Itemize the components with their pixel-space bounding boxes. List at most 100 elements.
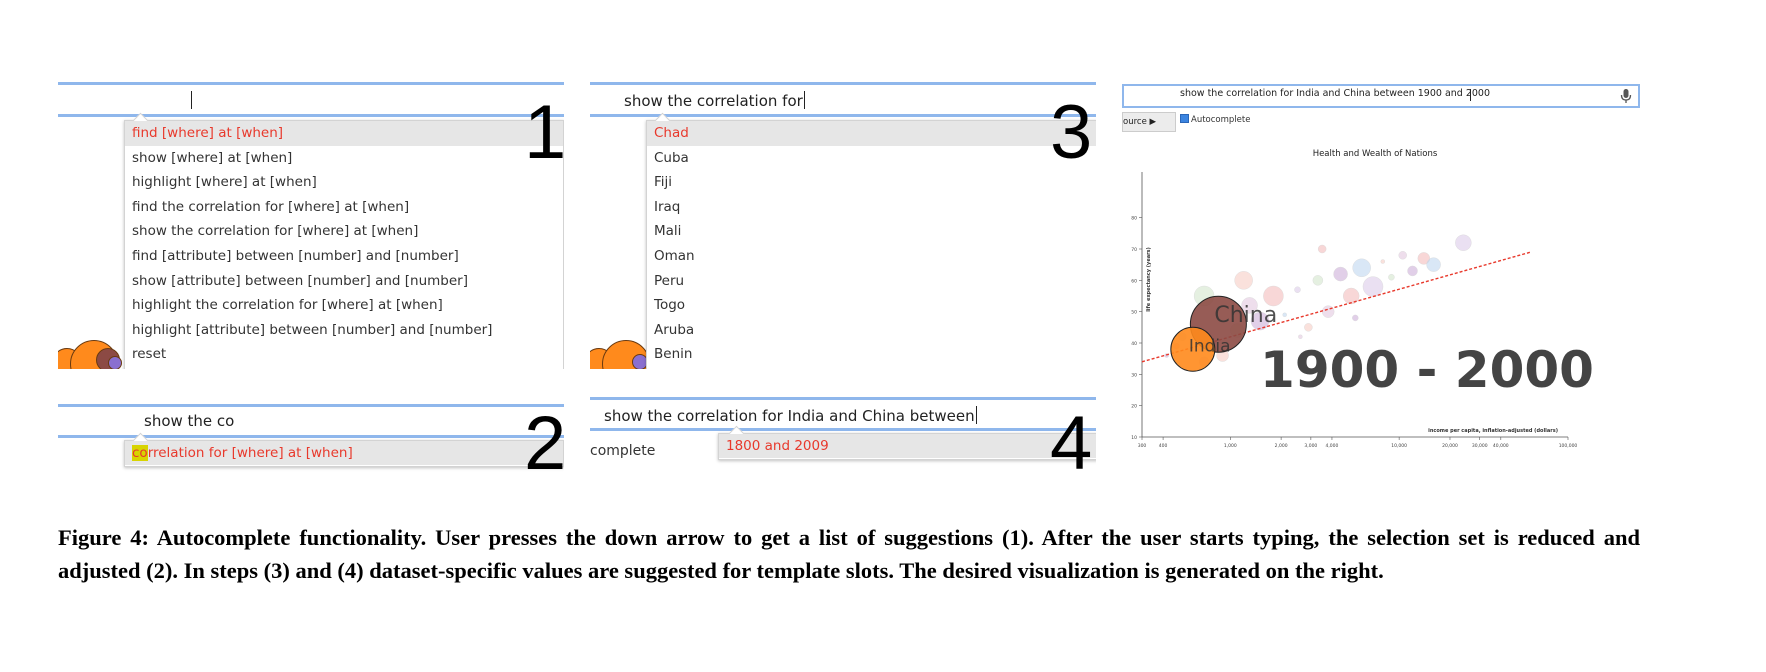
suggestion-item[interactable]: correlation for [where] at [when] — [125, 441, 563, 465]
bubble-point — [1426, 257, 1441, 272]
step-number-3: 3 — [1050, 90, 1093, 175]
suggestion-item[interactable]: 1800 and 2009 — [719, 434, 1096, 458]
step-number-1: 1 — [524, 90, 567, 175]
bubble-mark — [108, 356, 122, 369]
country-label-china: China — [1214, 303, 1277, 328]
y-axis-label: life expectancy (years) — [1146, 247, 1152, 312]
bubble-point — [1263, 285, 1284, 307]
x-tick-label: 300 — [1138, 443, 1147, 449]
search-bar-top-border — [58, 82, 564, 85]
suggestion-item[interactable]: show the correlation for [where] at [whe… — [132, 223, 419, 240]
bubble-point — [1282, 312, 1287, 318]
autocomplete-label: Autocomplete — [1191, 115, 1251, 125]
suggestion-dropdown: Chad Cuba Fiji Iraq Mali Oman Peru Togo Aruba Ben… — [646, 112, 1096, 369]
bubble-chart: Health and Wealth of Nations 10 20 30 40 50 60… — [1131, 149, 1594, 449]
x-tick-label: 4,000 — [1326, 443, 1339, 449]
search-bar-bottom-border — [590, 114, 1096, 117]
search-bar-top-border — [590, 397, 1096, 400]
suggestion-list: find [where] at [when] show [where] at [w… — [125, 121, 563, 367]
x-tick-label: 100,000 — [1559, 443, 1578, 449]
year-label: 1900 - 2000 — [1260, 341, 1594, 399]
suggestion-item[interactable]: Peru — [654, 272, 685, 289]
suggestion-item[interactable]: Cuba — [654, 149, 689, 166]
bubble-point — [1398, 251, 1407, 260]
x-tick-label: 30,000 — [1472, 443, 1488, 449]
bubble-point — [1417, 252, 1431, 265]
y-tick-label: 80 — [1131, 216, 1137, 222]
step-number-4: 4 — [1050, 401, 1093, 486]
suggestion-item[interactable]: show [attribute] between [number] and [n… — [132, 272, 468, 289]
text-caret — [191, 91, 192, 109]
country-label-india: India — [1189, 336, 1231, 356]
query-text: show the correlation for — [624, 92, 803, 110]
figure-label: Figure 4: — [58, 525, 149, 550]
query-text: show the correlation for India and China… — [604, 407, 975, 425]
text-caret — [975, 406, 977, 424]
search-input[interactable] — [190, 91, 192, 110]
bubble-point — [1234, 271, 1253, 290]
y-tick-label: 30 — [1131, 372, 1137, 378]
bubble-point — [1352, 314, 1359, 322]
suggestion-item[interactable]: find [attribute] between [number] and [n… — [132, 247, 459, 264]
suggestion-item[interactable]: show [where] at [when] — [132, 149, 293, 166]
suggestion-item[interactable]: find the correlation for [where] at [whe… — [132, 198, 410, 215]
x-tick-label: 40,000 — [1493, 443, 1509, 449]
panel-5-visualization: show the correlation for India and China… — [1122, 82, 1644, 462]
source-button-label: ource ▶ — [1123, 117, 1157, 127]
bubble-point — [1362, 276, 1384, 297]
suggestion-dropdown: 1800 and 2009 — [718, 425, 1096, 460]
y-tick-label: 40 — [1131, 341, 1137, 347]
suggestion-dropdown: correlation for [where] at [when] — [124, 432, 564, 467]
suggestion-item[interactable]: find [where] at [when] — [125, 121, 563, 146]
checkbox[interactable] — [1180, 114, 1189, 123]
y-tick-label: 60 — [1131, 278, 1137, 284]
x-tick-label: 2,000 — [1275, 443, 1288, 449]
x-tick-label: 1,000 — [1224, 443, 1237, 449]
step-number-2: 2 — [524, 401, 567, 486]
search-input[interactable]: show the correlation for India and China… — [604, 406, 977, 425]
query-text: show the co — [144, 412, 235, 430]
bubble-point — [1241, 297, 1258, 314]
suggestion-item[interactable]: Fiji — [654, 174, 673, 191]
microphone-icon[interactable] — [1620, 88, 1632, 104]
suggestion-remainder: rrelation for [where] at [when] — [147, 445, 353, 461]
x-tick-label: 10,000 — [1391, 443, 1407, 449]
search-bar-top-border — [58, 404, 564, 407]
chart-title: Health and Wealth of Nations — [1313, 149, 1438, 159]
bubble-point — [1455, 234, 1472, 251]
x-axis-label: income per capita, inflation-adjusted (d… — [1428, 428, 1558, 434]
suggestion-item[interactable]: Benin — [654, 346, 693, 363]
panel-3: show the correlation for Chad Cuba Fiji Ira… — [590, 80, 1096, 369]
search-bar-top-border — [590, 82, 1096, 85]
text-caret — [1470, 89, 1471, 101]
suggestion-item[interactable]: reset — [132, 346, 167, 363]
panel-1: find [where] at [when] show [where] at [w… — [58, 80, 564, 369]
x-tick-label: 3,000 — [1304, 443, 1317, 449]
panel-4: show the correlation for India and China… — [590, 395, 1096, 472]
suggestion-item[interactable]: highlight [attribute] between [number] a… — [132, 321, 493, 338]
y-tick-label: 50 — [1131, 310, 1137, 316]
search-input[interactable]: show the co — [144, 412, 234, 430]
search-bar-bottom-border — [590, 428, 1096, 431]
bubble-point — [1333, 266, 1348, 282]
suggestion-item[interactable]: highlight [where] at [when] — [132, 174, 317, 191]
autocomplete-label-fragment: complete — [590, 443, 656, 459]
source-button[interactable]: ource ▶ — [1122, 112, 1176, 132]
suggestion-item[interactable]: Aruba — [654, 321, 695, 338]
autocomplete-toggle[interactable]: Autocomplete — [1180, 114, 1250, 125]
suggestion-item[interactable]: Oman — [654, 247, 695, 264]
caption-text: Autocomplete functionality. User presses… — [58, 525, 1640, 583]
suggestion-item[interactable]: Chad — [647, 121, 1096, 146]
suggestion-item[interactable]: Iraq — [654, 198, 681, 215]
suggestion-item[interactable]: Togo — [654, 297, 686, 314]
bubble-point — [1352, 258, 1371, 278]
bubble-point — [1388, 273, 1395, 281]
search-input[interactable]: show the correlation for — [624, 91, 805, 110]
y-tick-label: 20 — [1131, 404, 1137, 410]
matched-text: co — [132, 445, 148, 461]
figure-caption: Figure 4: Autocomplete functionality. Us… — [58, 522, 1640, 587]
suggestion-item[interactable]: highlight the correlation for [where] at… — [132, 297, 443, 314]
search-bar-bottom-border — [58, 435, 564, 438]
suggestion-item[interactable]: Mali — [654, 223, 682, 240]
query-input-box[interactable]: show the correlation for India and China… — [1122, 84, 1640, 108]
